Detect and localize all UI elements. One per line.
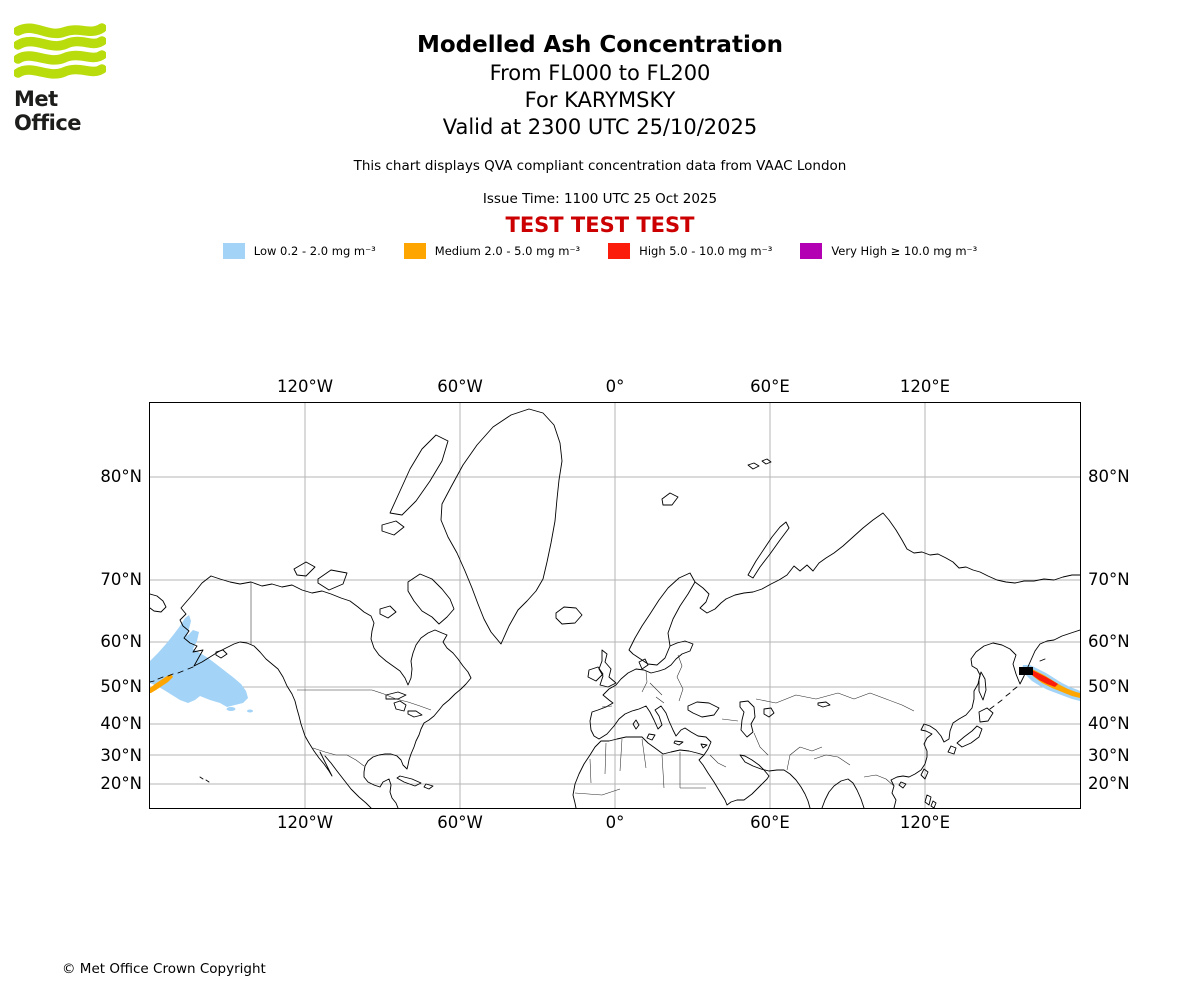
lon-label-top-60w: 60°W xyxy=(437,377,483,396)
lon-label-bottom-60e: 60°E xyxy=(750,813,790,832)
met-office-waves-icon xyxy=(13,23,107,79)
lat-label-right-80n: 80°N xyxy=(1088,467,1130,486)
lat-label-left-50n: 50°N xyxy=(100,677,142,696)
legend-item-low: Low 0.2 - 2.0 mg m⁻³ xyxy=(222,243,376,259)
lon-label-bottom-120e: 120°E xyxy=(899,813,951,832)
legend-item-medium: Medium 2.0 - 5.0 mg m⁻³ xyxy=(403,243,581,259)
met-office-logo: Met Office xyxy=(13,22,114,135)
legend-swatch-low xyxy=(222,243,245,259)
lon-label-top-60e: 60°E xyxy=(750,377,790,396)
legend-label-low: Low 0.2 - 2.0 mg m⁻³ xyxy=(253,244,376,258)
legend-swatch-medium xyxy=(403,243,426,259)
legend-item-very-high: Very High ≥ 10.0 mg m⁻³ xyxy=(800,243,977,259)
logo-wordmark: Met Office xyxy=(14,87,82,135)
subtitle-volcano: For KARYMSKY xyxy=(524,88,676,112)
test-banner: TEST TEST TEST xyxy=(505,213,695,237)
qva-description: This chart displays QVA compliant concen… xyxy=(353,158,847,174)
legend-label-high: High 5.0 - 10.0 mg m⁻³ xyxy=(639,244,773,258)
lat-label-right-70n: 70°N xyxy=(1088,570,1130,589)
coastlines xyxy=(150,408,1080,808)
title-block: Modelled Ash Concentration From FL000 to… xyxy=(0,30,1200,141)
legend-swatch-very-high xyxy=(800,243,823,259)
lon-label-top-120e: 120°E xyxy=(899,377,951,396)
legend-item-high: High 5.0 - 10.0 mg m⁻³ xyxy=(608,243,772,259)
lat-label-left-40n: 40°N xyxy=(100,714,142,733)
lat-label-right-20n: 20°N xyxy=(1088,774,1130,793)
lon-label-bottom-60w: 60°W xyxy=(437,813,483,832)
lat-label-left-30n: 30°N xyxy=(100,746,142,765)
lat-label-left-60n: 60°N xyxy=(100,632,142,651)
legend-swatch-high xyxy=(608,243,631,259)
country-borders xyxy=(250,582,915,796)
lat-label-left-80n: 80°N xyxy=(100,467,142,486)
lat-label-right-30n: 30°N xyxy=(1088,746,1130,765)
lon-label-bottom-120w: 120°W xyxy=(276,813,334,832)
map-plot-area xyxy=(149,402,1081,809)
legend-label-very-high: Very High ≥ 10.0 mg m⁻³ xyxy=(831,244,978,258)
lon-label-top-0: 0° xyxy=(605,377,625,396)
lat-label-right-40n: 40°N xyxy=(1088,714,1130,733)
lat-label-right-60n: 60°N xyxy=(1088,632,1130,651)
lon-label-bottom-0: 0° xyxy=(605,813,625,832)
lon-label-top-120w: 120°W xyxy=(276,377,334,396)
graticule-gridlines xyxy=(150,403,1080,808)
subtitle-valid-time: Valid at 2300 UTC 25/10/2025 xyxy=(442,115,758,139)
subtitle-flight-levels: From FL000 to FL200 xyxy=(489,61,711,85)
page-title: Modelled Ash Concentration xyxy=(416,32,784,58)
world-map xyxy=(150,403,1080,808)
copyright-notice: © Met Office Crown Copyright xyxy=(62,961,266,977)
ash-plume-kamchatka xyxy=(1019,665,1080,701)
legend: Low 0.2 - 2.0 mg m⁻³ Medium 2.0 - 5.0 mg… xyxy=(0,243,1200,259)
ash-plume-alaska xyxy=(150,615,253,713)
lat-label-left-20n: 20°N xyxy=(100,774,142,793)
lat-label-right-50n: 50°N xyxy=(1088,677,1130,696)
lat-label-left-70n: 70°N xyxy=(100,570,142,589)
legend-label-medium: Medium 2.0 - 5.0 mg m⁻³ xyxy=(434,244,581,258)
issue-time: Issue Time: 1100 UTC 25 Oct 2025 xyxy=(482,191,718,207)
